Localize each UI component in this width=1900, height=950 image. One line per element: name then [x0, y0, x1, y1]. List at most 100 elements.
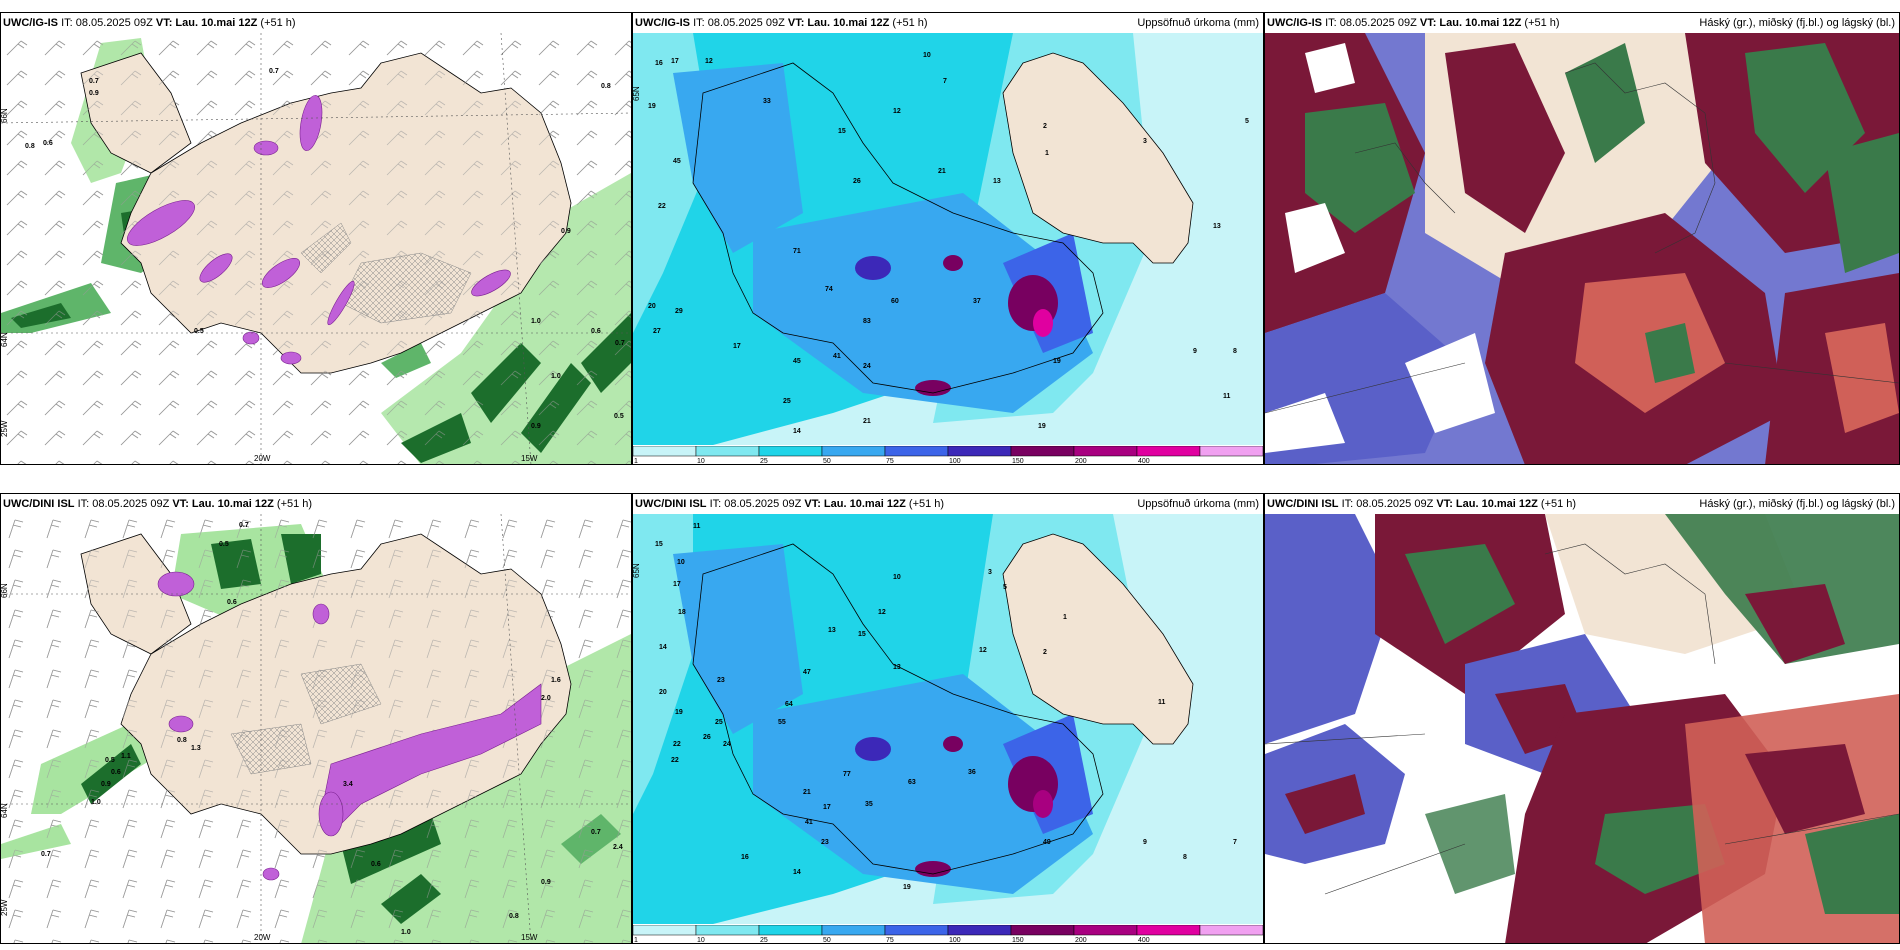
lat-label: 65N [633, 563, 641, 578]
svg-text:21: 21 [803, 789, 811, 796]
svg-text:0.9: 0.9 [531, 423, 541, 430]
svg-text:19: 19 [675, 709, 683, 716]
svg-text:0.5: 0.5 [105, 757, 115, 764]
svg-text:11: 11 [1158, 699, 1166, 706]
field-values: 0.7 0.5 0.6 1.3 0.8 0.6 1.1 1.0 0.9 0.5 … [41, 522, 623, 936]
model-name: UWC/IG-IS [635, 17, 690, 29]
colorbar-segment [758, 925, 823, 936]
lon-label: 20W [254, 933, 271, 942]
panel-header: UWC/DINI ISL IT: 08.05.2025 09Z VT: Lau.… [1265, 494, 1577, 514]
lon-label: 25W [1, 420, 9, 437]
colorbar-tick-label: 25 [760, 937, 768, 943]
svg-text:74: 74 [825, 286, 833, 293]
svg-text:0.7: 0.7 [615, 340, 625, 347]
colorbar-segment [1010, 446, 1075, 457]
svg-text:55: 55 [778, 719, 786, 726]
colorbar-segment [1136, 925, 1201, 936]
field-values: 0.7 0.9 0.6 0.8 0.7 0.5 0.9 1.0 0.8 0.6 … [25, 68, 625, 430]
svg-text:64: 64 [785, 701, 793, 708]
colorbar-tick-label: 25 [760, 458, 768, 464]
panel-cloud-row1: UWC/IG-IS IT: 08.05.2025 09Z VT: Lau. 10… [1264, 12, 1900, 465]
precip-map: 16 17 12 10 7 19 33 26 15 22 20 29 27 25… [633, 33, 1263, 445]
colorbar-tick-label: 75 [886, 937, 894, 943]
svg-text:3.4: 3.4 [343, 781, 353, 788]
panel-wind-row1: UWC/IG-IS IT: 08.05.2025 09Z VT: Lau. 10… [0, 12, 632, 465]
valid-time: Lau. 10.mai 12Z [1439, 17, 1522, 29]
panel-cloud-row2: UWC/DINI ISL IT: 08.05.2025 09Z VT: Lau.… [1264, 493, 1900, 944]
svg-text:41: 41 [833, 353, 841, 360]
svg-text:22: 22 [673, 741, 681, 748]
svg-text:0.8: 0.8 [509, 913, 519, 920]
svg-text:0.5: 0.5 [614, 413, 624, 420]
svg-text:0.8: 0.8 [177, 737, 187, 744]
svg-text:63: 63 [908, 779, 916, 786]
svg-text:24: 24 [723, 741, 731, 748]
svg-text:45: 45 [673, 158, 681, 165]
svg-text:9: 9 [1143, 839, 1147, 846]
colorbar-segment [947, 925, 1012, 936]
svg-text:26: 26 [853, 178, 861, 185]
svg-text:10: 10 [893, 574, 901, 581]
wind-map: 66N 64N 25W 20W 15W 0.7 0.5 0.6 1.3 0.8 … [1, 514, 631, 943]
panel-title: Uppsöfnuð úrkoma (mm) [1137, 494, 1259, 514]
panel-title: Háský (gr.), miðský (fj.bl.) og lágský (… [1699, 494, 1895, 514]
svg-text:3: 3 [1143, 138, 1147, 145]
colorbar-segment [1073, 446, 1138, 457]
svg-text:45: 45 [793, 358, 801, 365]
lead-time: (+51 h) [260, 17, 296, 29]
svg-text:5: 5 [1003, 584, 1007, 591]
precip-map: 15 11 10 17 14 20 22 23 19 24 12 13 17 6… [633, 514, 1263, 924]
valid-time-label: VT: [1436, 498, 1453, 510]
colorbar-tick-label: 1 [634, 937, 638, 943]
colorbar-tick-label: 150 [1012, 937, 1024, 943]
svg-text:1: 1 [1063, 614, 1067, 621]
svg-text:22: 22 [658, 203, 666, 210]
svg-text:11: 11 [693, 523, 701, 530]
panel-precip-row2: UWC/DINI ISL IT: 08.05.2025 09Z VT: Lau.… [632, 493, 1264, 944]
svg-text:23: 23 [821, 839, 829, 846]
svg-text:18: 18 [678, 609, 686, 616]
svg-text:0.6: 0.6 [43, 140, 53, 147]
magenta-precip [157, 571, 542, 881]
svg-text:16: 16 [655, 60, 663, 67]
svg-text:21: 21 [938, 168, 946, 175]
svg-text:0.9: 0.9 [89, 90, 99, 97]
colorbar-tick-label: 10 [697, 458, 705, 464]
precip-colorbar: 1 10 25 50 75 100 150 200 400 [633, 925, 1263, 943]
svg-text:16: 16 [741, 854, 749, 861]
panel-title: Háský (gr.), miðský (fj.bl.) og lágský (… [1699, 13, 1895, 33]
svg-text:0.9: 0.9 [541, 879, 551, 886]
svg-text:71: 71 [793, 248, 801, 255]
colorbar-segment [695, 925, 760, 936]
svg-text:60: 60 [891, 298, 899, 305]
svg-text:0.5: 0.5 [194, 328, 204, 335]
svg-text:0.5: 0.5 [219, 541, 229, 548]
svg-text:0.6: 0.6 [591, 328, 601, 335]
svg-text:49: 49 [1043, 839, 1051, 846]
svg-text:83: 83 [863, 318, 871, 325]
svg-text:0.6: 0.6 [111, 769, 121, 776]
precip-colorbar: 1 10 25 50 75 100 150 200 400 [633, 446, 1263, 464]
colorbar-segment [758, 446, 823, 457]
colorbar-segment [884, 446, 949, 457]
lat-label: 65N [633, 86, 641, 101]
colorbar-segment [1199, 446, 1263, 457]
svg-text:3: 3 [988, 569, 992, 576]
colorbar-tick-label: 1 [634, 458, 638, 464]
colorbar-tick-label: 150 [1012, 458, 1024, 464]
valid-time-label: VT: [172, 498, 189, 510]
init-time: IT: 08.05.2025 09Z [693, 17, 785, 29]
svg-text:20: 20 [659, 689, 667, 696]
svg-text:15: 15 [838, 128, 846, 135]
lat-label: 64N [1, 332, 9, 347]
lon-label: 15W [521, 454, 538, 463]
cloud-map [1265, 33, 1899, 464]
svg-text:35: 35 [865, 801, 873, 808]
svg-text:0.7: 0.7 [591, 829, 601, 836]
svg-text:0.9: 0.9 [561, 228, 571, 235]
lat-label: 66N [1, 583, 9, 598]
colorbar-segment [821, 446, 886, 457]
lead-time: (+51 h) [276, 498, 313, 510]
svg-text:1: 1 [1045, 150, 1049, 157]
colorbar-segment [821, 925, 886, 936]
